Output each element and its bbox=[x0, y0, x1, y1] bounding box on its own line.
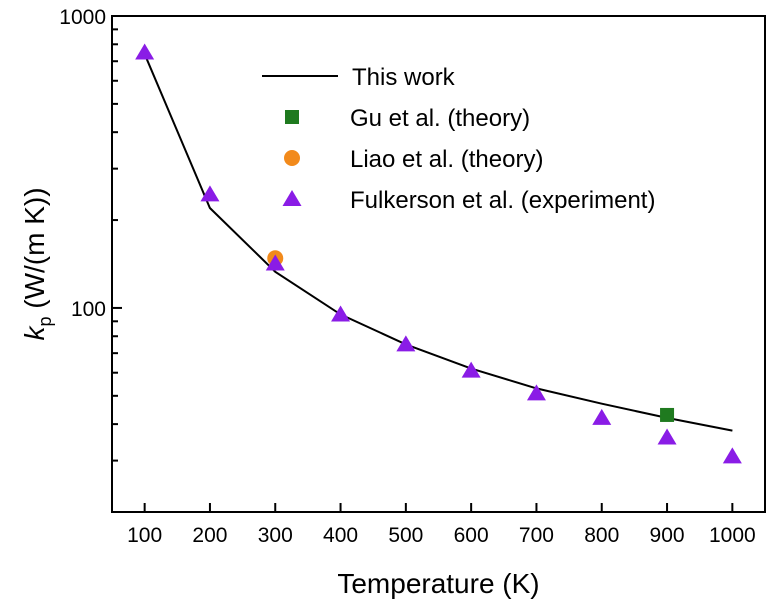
data-point-triangle bbox=[526, 384, 546, 401]
plot-marks bbox=[135, 43, 742, 464]
data-point-triangle bbox=[135, 43, 155, 60]
axis-ticks: 100 200 300 400 500 600 700 800 900 1000 100 1000 bbox=[59, 6, 755, 547]
legend-label: Gu et al. (theory) bbox=[350, 105, 530, 132]
x-tick-label: 400 bbox=[323, 524, 358, 547]
legend: This work Gu et al. (theory) Liao et al. (… bbox=[262, 64, 655, 214]
x-tick-label: 800 bbox=[584, 524, 619, 547]
legend-label: Liao et al. (theory) bbox=[350, 146, 543, 173]
x-tick-label: 300 bbox=[258, 524, 293, 547]
data-point-square bbox=[660, 407, 675, 422]
plot-frame bbox=[111, 15, 766, 513]
data-point-triangle bbox=[592, 408, 612, 425]
data-point-triangle bbox=[461, 361, 481, 378]
x-tick-label: 500 bbox=[388, 524, 423, 547]
x-tick-label: 600 bbox=[454, 524, 489, 547]
data-point-triangle bbox=[396, 335, 416, 352]
x-axis-title: Temperature (K) bbox=[337, 568, 539, 599]
y-tick-label: 100 bbox=[71, 298, 106, 321]
series-line-0 bbox=[143, 53, 733, 432]
legend-circle-swatch bbox=[284, 150, 300, 166]
x-tick-label: 200 bbox=[192, 524, 227, 547]
x-tick-label: 900 bbox=[650, 524, 685, 547]
data-point-triangle bbox=[722, 447, 742, 464]
y-axis-unit: (W/(m K)) bbox=[19, 187, 50, 316]
y-axis-subscript: p bbox=[35, 317, 55, 327]
legend-triangle-swatch bbox=[282, 190, 302, 206]
y-axis-symbol: k bbox=[19, 325, 50, 341]
legend-square-swatch bbox=[285, 110, 299, 124]
data-point-triangle bbox=[331, 305, 351, 322]
y-axis-title: kp (W/(m K)) bbox=[19, 187, 55, 340]
legend-label: Fulkerson et al. (experiment) bbox=[350, 187, 655, 214]
data-point-triangle bbox=[657, 428, 677, 445]
x-tick-label: 1000 bbox=[709, 524, 756, 547]
y-tick-label: 1000 bbox=[59, 6, 106, 29]
data-point-triangle bbox=[265, 254, 285, 271]
x-tick-label: 100 bbox=[127, 524, 162, 547]
data-point-triangle bbox=[200, 185, 220, 202]
x-tick-label: 700 bbox=[519, 524, 554, 547]
legend-label: This work bbox=[352, 64, 456, 91]
